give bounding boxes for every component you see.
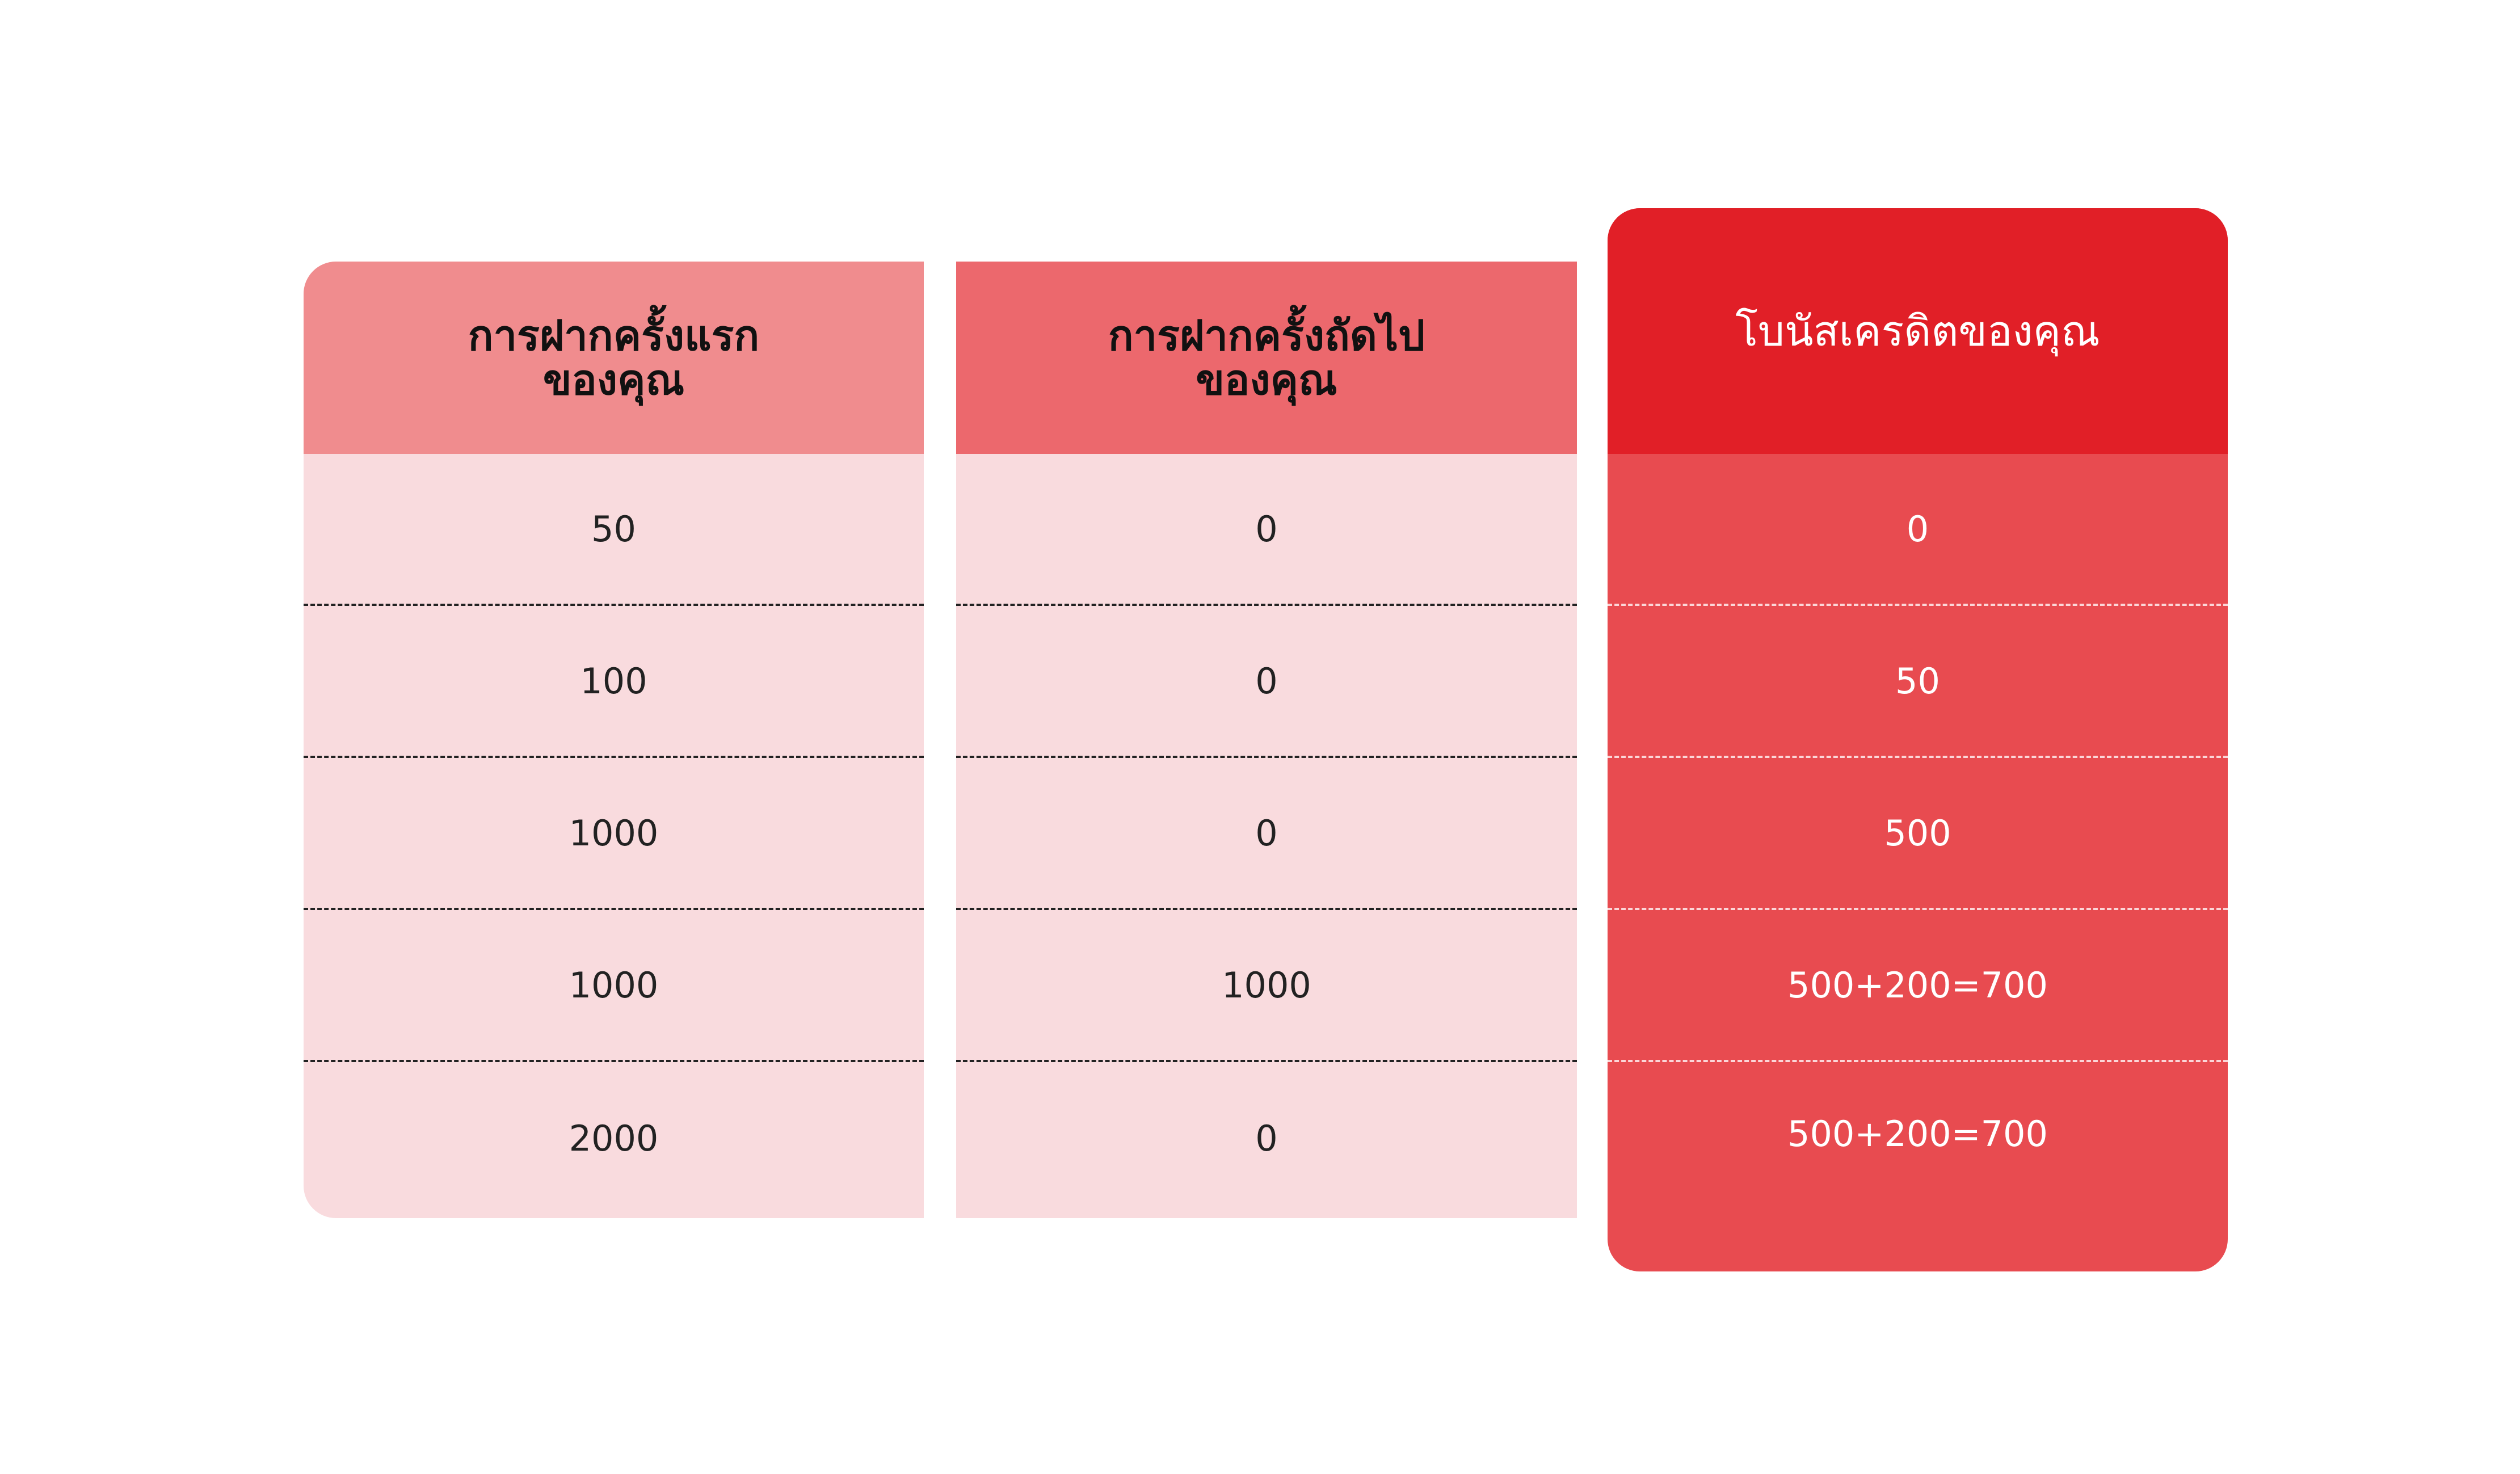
- table-cell: 50: [1608, 606, 2228, 758]
- header-label: โบนัสเครดิตของคุณ: [1735, 306, 2100, 356]
- table-cell: 0: [1255, 1117, 1278, 1159]
- table-cell: 500+200=700: [1787, 1113, 2048, 1155]
- table-cell: 1000: [956, 910, 1577, 1062]
- column-header: โบนัสเครดิตของคุณ: [1608, 208, 2228, 454]
- bonus-credit-column: โบนัสเครดิตของคุณ 0 50 500 500+200=700 5…: [1608, 208, 2228, 1271]
- table-cell: 50: [304, 454, 924, 606]
- table-cell: 1000: [304, 758, 924, 910]
- next-deposit-column: การฝากครั้งถัดไป ของคุณ 0 0 0 1000 0: [956, 262, 1577, 1218]
- table-cell: 500+200=700: [1608, 910, 2228, 1062]
- table-cell: 0: [956, 454, 1577, 606]
- first-deposit-column: การฝากครั้งแรก ของคุณ 50 100 1000 1000 2…: [304, 262, 924, 1218]
- table-cell: 2000: [569, 1117, 659, 1159]
- table-cell: 0: [956, 606, 1577, 758]
- column-header: การฝากครั้งแรก ของคุณ: [304, 262, 924, 454]
- table-cell: 500: [1608, 758, 2228, 910]
- header-label: การฝากครั้งแรก ของคุณ: [468, 311, 760, 405]
- header-label: การฝากครั้งถัดไป ของคุณ: [1108, 311, 1425, 405]
- table-cell: 0: [1608, 454, 2228, 606]
- table-cell: 1000: [304, 910, 924, 1062]
- table-cell: 100: [304, 606, 924, 758]
- column-header: การฝากครั้งถัดไป ของคุณ: [956, 262, 1577, 454]
- table-cell: 0: [956, 758, 1577, 910]
